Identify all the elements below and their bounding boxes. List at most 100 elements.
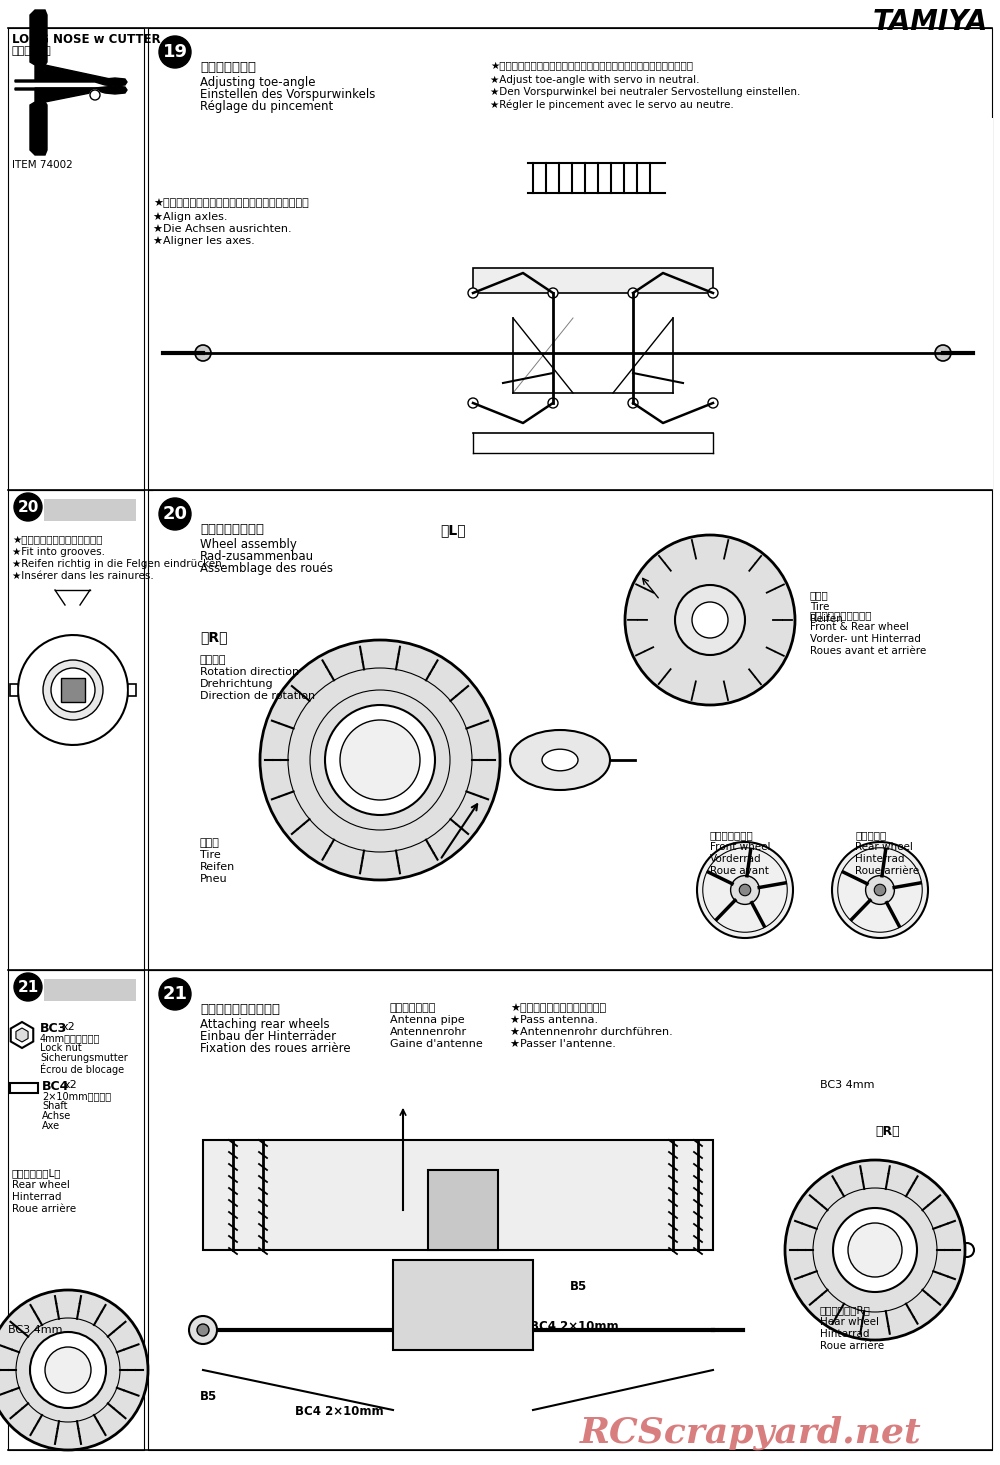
Circle shape <box>468 398 478 407</box>
Text: ★Den Vorspurwinkel bei neutraler Servostellung einstellen.: ★Den Vorspurwinkel bei neutraler Servost… <box>490 86 800 97</box>
Text: Roues avant et arrière: Roues avant et arrière <box>810 646 926 656</box>
Text: ★Align axles.: ★Align axles. <box>153 212 228 223</box>
Text: 20: 20 <box>162 505 188 523</box>
Text: ★Pass antenna.: ★Pass antenna. <box>510 1015 598 1026</box>
Text: ITEM 74002: ITEM 74002 <box>12 160 73 170</box>
Text: Roue arrière: Roue arrière <box>12 1204 76 1214</box>
Circle shape <box>935 344 951 360</box>
Circle shape <box>697 842 793 938</box>
Text: ★必ずステアリングサーボがニュートラルの状態で調整してください。: ★必ずステアリングサーボがニュートラルの状態で調整してください。 <box>490 62 693 70</box>
Circle shape <box>548 289 558 297</box>
Text: Front & Rear wheel: Front & Rear wheel <box>810 623 909 631</box>
Circle shape <box>260 640 500 880</box>
Bar <box>10 1083 38 1093</box>
Bar <box>8 489 144 970</box>
Text: 4mmロックナット: 4mmロックナット <box>40 1033 100 1043</box>
Circle shape <box>14 973 42 1001</box>
Text: Adjusting toe-angle: Adjusting toe-angle <box>200 76 316 89</box>
Text: Attaching rear wheels: Attaching rear wheels <box>200 1018 330 1031</box>
Text: トーインの調節: トーインの調節 <box>200 62 256 75</box>
Text: ★Reifen richtig in die Felgen eindrücken.: ★Reifen richtig in die Felgen eindrücken… <box>12 560 225 568</box>
Text: Réglage du pincement: Réglage du pincement <box>200 100 333 113</box>
Text: タイヤ: タイヤ <box>810 590 829 601</box>
Text: タイヤ: タイヤ <box>200 838 220 848</box>
Text: BC3: BC3 <box>40 1023 67 1034</box>
Circle shape <box>43 661 103 719</box>
Text: 2×10mmシャフト: 2×10mmシャフト <box>42 1091 111 1102</box>
Text: ★ホイールのミゾにはめます。: ★ホイールのミゾにはめます。 <box>12 535 103 545</box>
Text: B5: B5 <box>200 1390 217 1403</box>
Text: ★Passer l'antenne.: ★Passer l'antenne. <box>510 1039 616 1049</box>
Circle shape <box>874 885 886 895</box>
Circle shape <box>14 494 42 522</box>
Text: Gaine d'antenne: Gaine d'antenne <box>390 1039 483 1049</box>
Text: Roue arrière: Roue arrière <box>855 866 919 876</box>
Circle shape <box>159 979 191 1009</box>
Text: リヤホイル: リヤホイル <box>855 831 886 839</box>
Text: TAMIYA: TAMIYA <box>873 7 988 37</box>
Text: Reifen: Reifen <box>200 861 235 872</box>
Bar <box>203 1140 713 1250</box>
Text: Tire: Tire <box>810 602 829 612</box>
Circle shape <box>692 602 728 637</box>
Text: Direction de rotation: Direction de rotation <box>200 691 315 700</box>
Text: Lock nut: Lock nut <box>40 1043 82 1053</box>
Text: ★アップライトがまっすぐになるよう調整します。: ★アップライトがまっすぐになるよう調整します。 <box>153 198 309 208</box>
Circle shape <box>189 1316 217 1343</box>
Text: 21: 21 <box>17 980 39 995</box>
Text: ラジオペンチ: ラジオペンチ <box>12 45 52 56</box>
Bar <box>8 970 144 1450</box>
Bar <box>44 979 136 1001</box>
Text: Reifen: Reifen <box>810 614 843 624</box>
Text: Roue arrière: Roue arrière <box>820 1340 884 1351</box>
Text: Wheel assembly: Wheel assembly <box>200 538 297 551</box>
Circle shape <box>628 398 638 407</box>
Text: Antenna pipe: Antenna pipe <box>390 1015 465 1026</box>
Text: Écrou de blocage: Écrou de blocage <box>40 1064 124 1075</box>
Circle shape <box>548 398 558 407</box>
Text: 21: 21 <box>162 984 188 1004</box>
Polygon shape <box>15 86 127 94</box>
Circle shape <box>51 668 95 712</box>
Text: Sicherungsmutter: Sicherungsmutter <box>40 1053 128 1064</box>
Text: BC4 2×10mm: BC4 2×10mm <box>295 1405 384 1418</box>
Text: x2: x2 <box>62 1023 76 1031</box>
Circle shape <box>628 289 638 297</box>
Text: Hinterrad: Hinterrad <box>855 854 904 864</box>
Text: Front wheel: Front wheel <box>710 842 770 853</box>
Text: ★Régler le pincement avec le servo au neutre.: ★Régler le pincement avec le servo au ne… <box>490 100 734 110</box>
Bar <box>44 500 136 522</box>
Circle shape <box>468 289 478 297</box>
Circle shape <box>197 1324 209 1336</box>
Circle shape <box>90 89 100 100</box>
Text: ★Aligner les axes.: ★Aligner les axes. <box>153 236 255 246</box>
Circle shape <box>833 1209 917 1292</box>
Text: ★Insérer dans les rainures.: ★Insérer dans les rainures. <box>12 571 154 582</box>
Bar <box>10 684 18 696</box>
Polygon shape <box>18 634 128 746</box>
Text: Einstellen des Vorspurwinkels: Einstellen des Vorspurwinkels <box>200 88 375 101</box>
Text: Axe: Axe <box>42 1121 60 1131</box>
Text: アンテナパイプ: アンテナパイプ <box>390 1004 436 1012</box>
Text: 20: 20 <box>17 500 39 514</box>
Text: Rear wheel: Rear wheel <box>12 1179 70 1190</box>
Text: BC4: BC4 <box>42 1080 69 1093</box>
Text: Vorder- unt Hinterrad: Vorder- unt Hinterrad <box>810 634 921 645</box>
Bar <box>148 970 992 1450</box>
Text: LONG NOSE w CUTTER: LONG NOSE w CUTTER <box>12 34 161 45</box>
Text: 《R》: 《R》 <box>200 630 228 645</box>
Text: Vorderrad: Vorderrad <box>710 854 762 864</box>
Circle shape <box>832 842 928 938</box>
Text: 《L》: 《L》 <box>440 523 466 538</box>
Text: 回転方向: 回転方向 <box>200 655 226 665</box>
Text: 19: 19 <box>162 42 188 62</box>
Text: Hinterrad: Hinterrad <box>12 1193 62 1201</box>
Circle shape <box>2 1354 14 1365</box>
Circle shape <box>960 1242 974 1257</box>
Text: Tire: Tire <box>200 850 221 860</box>
Polygon shape <box>11 1023 33 1047</box>
Circle shape <box>708 398 718 407</box>
Text: ★アンテナパイプを通します。: ★アンテナパイプを通します。 <box>510 1004 606 1012</box>
Bar <box>8 28 144 489</box>
Polygon shape <box>16 1028 28 1042</box>
